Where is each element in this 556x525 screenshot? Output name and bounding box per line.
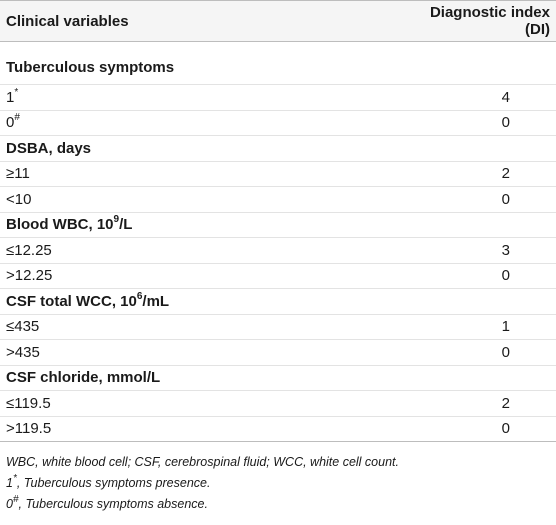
table-row: ≥11 2 — [0, 161, 556, 187]
row-label: >12.25 — [0, 263, 410, 289]
table-row: ≤119.5 2 — [0, 390, 556, 417]
row-label: 0# — [0, 110, 410, 136]
row-label: >435 — [0, 339, 410, 366]
group-title: CSF total WCC, 106/mL — [0, 288, 556, 315]
group-title: Blood WBC, 109/L — [0, 212, 556, 238]
row-label-sup: # — [14, 112, 20, 124]
table-row: ≤435 1 — [0, 314, 556, 340]
row-label: ≤119.5 — [0, 390, 410, 417]
row-label: ≥11 — [0, 161, 410, 187]
row-value: 0 — [410, 416, 556, 442]
row-label: <10 — [0, 186, 410, 213]
row-label: 1* — [0, 84, 410, 111]
row-value: 0 — [410, 339, 556, 366]
group-row-blood-wbc: Blood WBC, 109/L — [0, 212, 556, 238]
group-title: Tuberculous symptoms — [0, 41, 556, 85]
table-row: >119.5 0 — [0, 416, 556, 442]
row-value: 2 — [410, 390, 556, 417]
row-value: 0 — [410, 186, 556, 213]
table-row: ≤12.25 3 — [0, 237, 556, 264]
table-row: 1* 4 — [0, 84, 556, 111]
group-row-csf-total-wcc: CSF total WCC, 106/mL — [0, 288, 556, 315]
footnote-absence: 0#, Tuberculous symptoms absence. — [6, 493, 208, 511]
table-row: <10 0 — [0, 186, 556, 213]
row-label-sup: * — [14, 86, 19, 98]
row-value: 4 — [410, 84, 556, 111]
group-row-dsba: DSBA, days — [0, 135, 556, 162]
diagnostic-index-table: Clinical variables Diagnostic index (DI)… — [0, 0, 556, 442]
row-label: ≤435 — [0, 314, 410, 340]
row-value: 3 — [410, 237, 556, 264]
row-label: >119.5 — [0, 416, 410, 442]
group-row-tuberculous-symptoms: Tuberculous symptoms — [0, 41, 556, 85]
row-value: 2 — [410, 161, 556, 187]
table-row: >12.25 0 — [0, 263, 556, 289]
footnote-abbreviations: WBC, white blood cell; CSF, cerebrospina… — [6, 455, 399, 469]
footnote-presence: 1*, Tuberculous symptoms presence. — [6, 472, 211, 490]
table-row: >435 0 — [0, 339, 556, 366]
header-clinical-variables: Clinical variables — [0, 0, 410, 42]
row-value: 0 — [410, 263, 556, 289]
table-footnotes: WBC, white blood cell; CSF, cerebrospina… — [0, 452, 556, 515]
group-row-csf-chloride: CSF chloride, mmol/L — [0, 365, 556, 391]
table-header-row: Clinical variables Diagnostic index (DI) — [0, 0, 556, 42]
row-value: 0 — [410, 110, 556, 136]
group-title: DSBA, days — [0, 135, 556, 162]
row-label: ≤12.25 — [0, 237, 410, 264]
row-value: 1 — [410, 314, 556, 340]
group-title: CSF chloride, mmol/L — [0, 365, 556, 391]
header-diagnostic-index: Diagnostic index (DI) — [410, 0, 556, 42]
table-row: 0# 0 — [0, 110, 556, 136]
